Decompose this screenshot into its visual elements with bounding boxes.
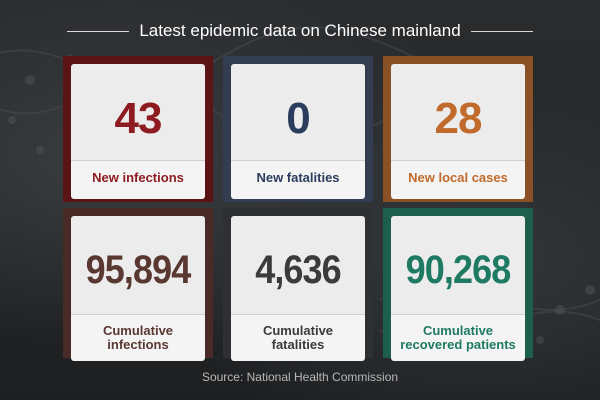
header-rule-left [67, 30, 130, 32]
stat-value: 90,268 [405, 248, 512, 292]
stat-value: 4,636 [255, 248, 341, 292]
stat-label-line2: infections [107, 337, 169, 352]
card-inner: 28 New local cases [391, 64, 525, 199]
card-inner: 95,894 Cumulative infections [71, 216, 205, 361]
card-cumulative-recovered: 90,268 Cumulative recovered patients [383, 208, 533, 361]
card-cumulative-fatalities: 4,636 Cumulative fatalities [223, 208, 373, 361]
card-new-infections: 43 New infections [63, 56, 213, 202]
stat-label: Cumulative recovered patients [391, 324, 525, 352]
label-box [391, 314, 525, 361]
stat-label: New local cases [408, 170, 508, 185]
label-box [71, 160, 205, 199]
label-box [391, 160, 525, 199]
label-box [71, 314, 205, 361]
card-inner: 4,636 Cumulative fatalities [231, 216, 365, 361]
stat-label-line1: Cumulative [102, 323, 174, 338]
stat-value: 95,894 [85, 248, 192, 292]
stat-label: Cumulative infections [71, 324, 205, 352]
stat-label-line1: Cumulative [262, 323, 334, 338]
card-new-fatalities: 0 New fatalities [223, 56, 373, 202]
stat-value: 0 [286, 94, 310, 143]
stat-label: New fatalities [256, 170, 340, 185]
stat-label-line1: Cumulative [422, 323, 494, 338]
card-inner: 43 New infections [71, 64, 205, 199]
header: Latest epidemic data on Chinese mainland [0, 18, 600, 44]
stat-label-line2: recovered patients [400, 337, 516, 352]
label-box [231, 314, 365, 361]
label-box [231, 160, 365, 199]
stat-value: 43 [114, 94, 163, 143]
card-cumulative-infections: 95,894 Cumulative infections [63, 208, 213, 361]
page-title: Latest epidemic data on Chinese mainland [139, 21, 461, 40]
card-new-local-cases: 28 New local cases [383, 56, 533, 202]
card-inner: 90,268 Cumulative recovered patients [391, 216, 525, 361]
stat-label: Cumulative fatalities [231, 324, 365, 352]
stat-label-line2: fatalities [271, 337, 325, 352]
card-inner: 0 New fatalities [231, 64, 365, 199]
stat-label: New infections [92, 170, 184, 185]
stat-value: 28 [434, 94, 483, 143]
source-note: Source: National Health Commission [201, 370, 399, 384]
header-rule-right [470, 30, 533, 32]
